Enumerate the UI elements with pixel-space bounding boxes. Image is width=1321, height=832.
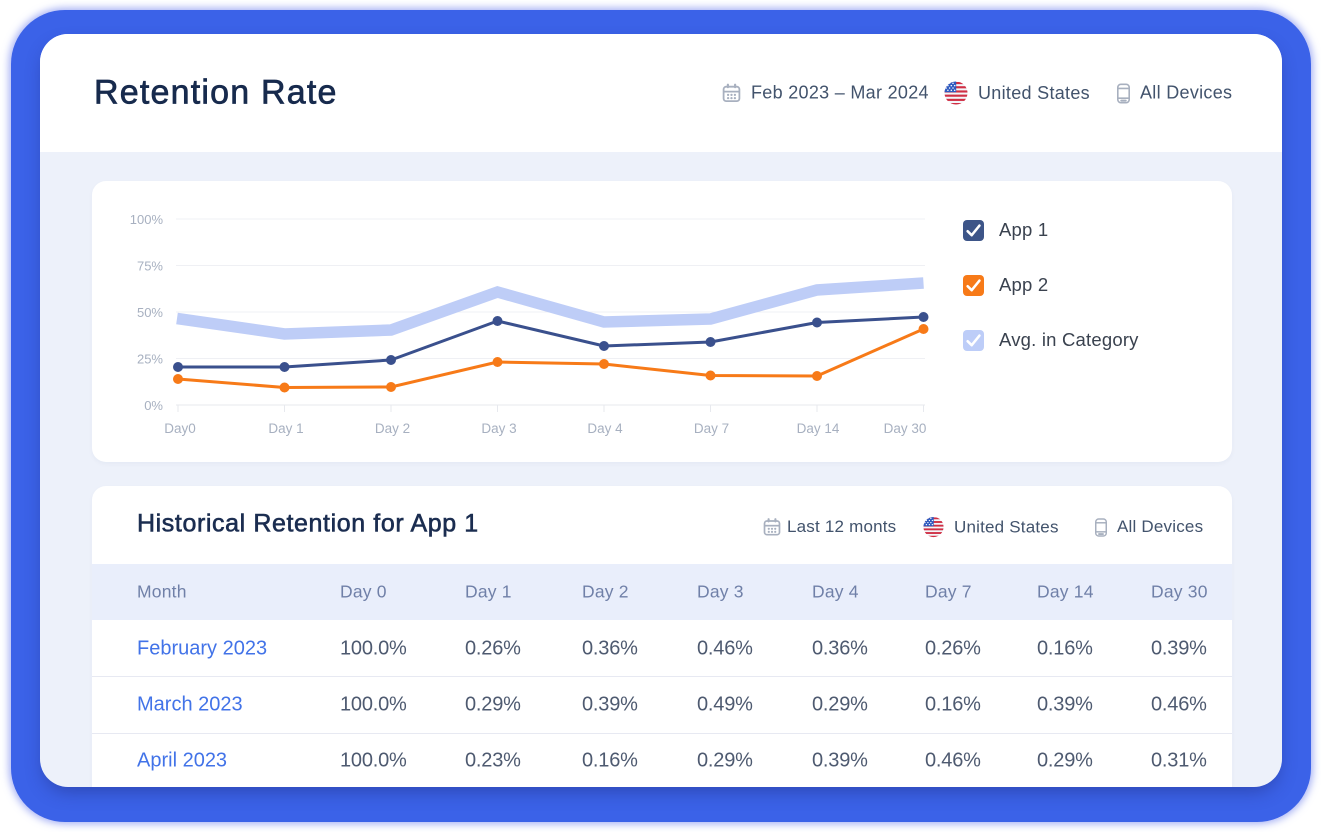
svg-text:Day 3: Day 3 (481, 421, 516, 436)
svg-text:0%: 0% (144, 398, 163, 413)
svg-text:50%: 50% (137, 305, 163, 320)
svg-text:Day 30: Day 30 (884, 421, 927, 436)
svg-text:Day 7: Day 7 (694, 421, 729, 436)
svg-text:Day0: Day0 (164, 421, 196, 436)
svg-text:Day 2: Day 2 (375, 421, 410, 436)
svg-text:Day 1: Day 1 (268, 421, 303, 436)
svg-text:Day 14: Day 14 (797, 421, 840, 436)
svg-text:Day 4: Day 4 (587, 421, 623, 436)
svg-text:75%: 75% (137, 259, 163, 274)
svg-text:25%: 25% (137, 352, 163, 367)
svg-text:100%: 100% (130, 212, 164, 227)
